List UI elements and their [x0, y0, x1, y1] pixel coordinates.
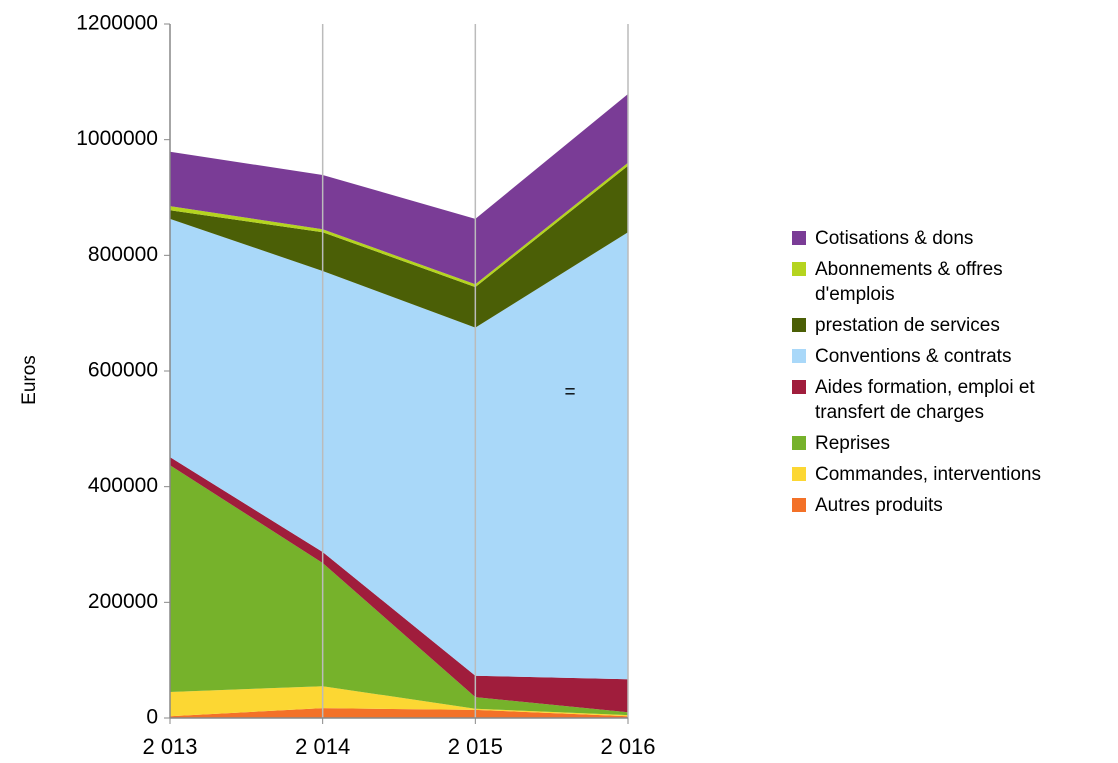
x-tick-label: 2 013	[142, 734, 197, 759]
legend-swatch	[792, 498, 806, 512]
y-tick-label: 0	[146, 706, 158, 729]
legend-label: Aides formation, emploi et transfert de …	[815, 377, 1035, 423]
legend-item: Autres produits	[792, 493, 1062, 518]
legend-item: Aides formation, emploi et transfert de …	[792, 375, 1062, 425]
legend-swatch	[792, 380, 806, 394]
legend-swatch	[792, 318, 806, 332]
y-tick-label: 1000000	[76, 127, 158, 150]
legend: Cotisations & dons Abonnements & offres d…	[792, 226, 1092, 524]
area	[170, 165, 628, 328]
legend-item: Reprises	[792, 431, 1062, 456]
legend-label: Autres produits	[815, 495, 943, 516]
legend-item: Conventions & contrats	[792, 344, 1062, 369]
annotation: =	[564, 382, 575, 403]
legend-swatch	[792, 349, 806, 363]
x-tick-label: 2 015	[448, 734, 503, 759]
legend-item: Abonnements & offres d'emplois	[792, 257, 1062, 307]
y-tick-label: 400000	[88, 474, 158, 497]
legend-label: prestation de services	[815, 315, 1000, 336]
legend-label: Conventions & contrats	[815, 346, 1012, 367]
y-tick-label: 200000	[88, 590, 158, 613]
y-tick-label: 800000	[88, 243, 158, 266]
legend-swatch	[792, 467, 806, 481]
legend-label: Commandes, interventions	[815, 464, 1041, 485]
legend-label: Abonnements & offres d'emplois	[815, 259, 1003, 305]
legend-item: prestation de services	[792, 313, 1062, 338]
area	[170, 162, 628, 288]
legend-item: Commandes, interventions	[792, 462, 1062, 487]
legend-label: Cotisations & dons	[815, 228, 974, 249]
legend-swatch	[792, 436, 806, 450]
legend-label: Reprises	[815, 433, 890, 454]
area	[170, 457, 628, 713]
y-tick-label: 600000	[88, 359, 158, 382]
area	[170, 93, 628, 285]
legend-item: Cotisations & dons	[792, 226, 1062, 251]
area	[170, 218, 628, 680]
area	[170, 708, 628, 718]
x-tick-label: 2 014	[295, 734, 350, 759]
area	[170, 465, 628, 716]
x-tick-label: 2 016	[600, 734, 655, 759]
y-axis-label: Euros	[19, 355, 40, 405]
area	[170, 686, 628, 717]
y-tick-label: 1200000	[76, 12, 158, 35]
legend-swatch	[792, 262, 806, 276]
legend-swatch	[792, 231, 806, 245]
